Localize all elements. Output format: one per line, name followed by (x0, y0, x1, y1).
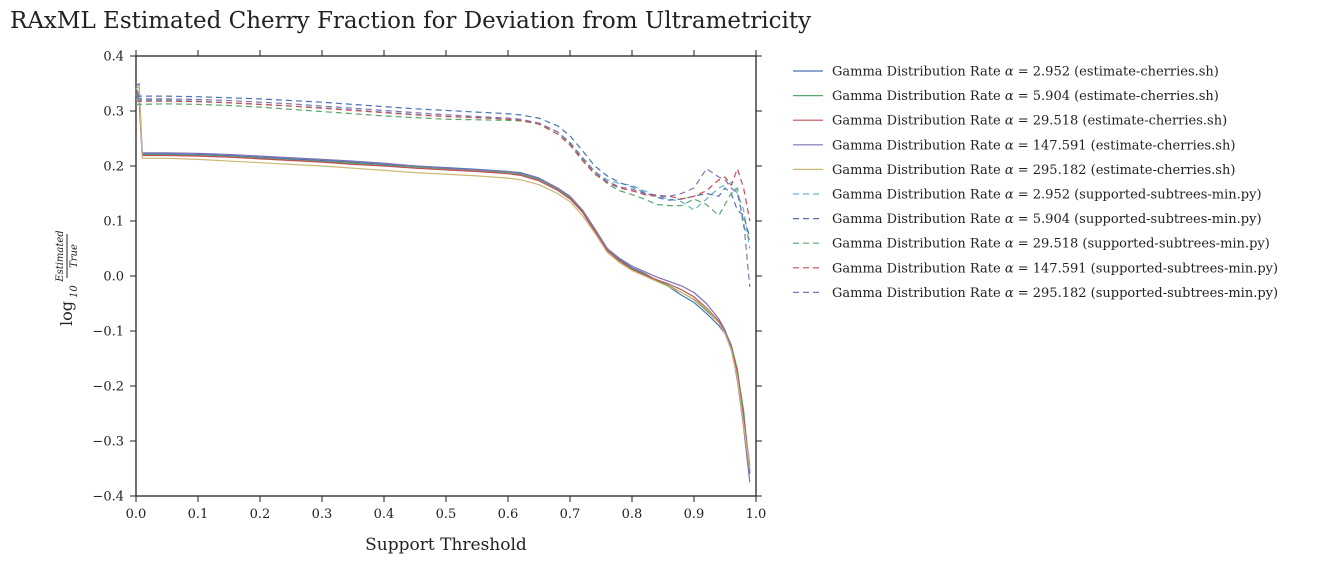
plot-frame (135, 55, 757, 497)
legend-label: Gamma Distribution Rate α = 5.904 (estim… (832, 89, 1219, 104)
y-axis: 0.4 0.3 0.2 0.1 0.0 −0.1 −0.2 −0.3 −0.4 (92, 50, 762, 505)
x-tick-label: 0.0 (126, 507, 147, 522)
x-tick-label: 0.5 (436, 507, 457, 522)
y-tick-label: −0.4 (92, 490, 124, 505)
series-line-9 (136, 100, 751, 222)
x-axis-label: Support Threshold (365, 535, 527, 555)
y-tick-label: −0.2 (92, 380, 124, 395)
series-layer (135, 82, 751, 483)
chart-title: RAxML Estimated Cherry Fraction for Devi… (10, 8, 811, 34)
legend-label: Gamma Distribution Rate α = 29.518 (supp… (832, 237, 1270, 252)
x-tick-label: 0.3 (312, 507, 333, 522)
x-tick-label: 0.1 (188, 507, 209, 522)
y-tick-label: 0.1 (103, 215, 124, 230)
y-axis-label: log 10 Estimated True (55, 230, 80, 326)
y-label-numerator: Estimated (55, 230, 66, 282)
legend-label: Gamma Distribution Rate α = 2.952 (suppo… (832, 188, 1262, 203)
x-tick-label: 0.8 (622, 507, 643, 522)
y-tick-label: −0.3 (92, 435, 124, 450)
x-tick-label: 0.6 (498, 507, 519, 522)
series-line-3 (135, 91, 751, 466)
y-tick-label: −0.1 (92, 325, 124, 340)
plot-area (135, 55, 757, 497)
x-axis: 0.0 0.1 0.2 0.3 0.4 0.5 0.6 0.7 0.8 0.9 1.0 (126, 50, 767, 522)
series-line-5 (135, 85, 751, 469)
series-line-4 (135, 82, 751, 483)
y-label-log: log (57, 301, 76, 326)
legend-label: Gamma Distribution Rate α = 2.952 (estim… (832, 65, 1219, 80)
legend-label: Gamma Distribution Rate α = 29.518 (esti… (832, 114, 1227, 129)
legend-label: Gamma Distribution Rate α = 295.182 (est… (832, 163, 1235, 178)
series-line-10 (136, 98, 751, 288)
y-tick-label: 0.4 (103, 50, 124, 65)
series-line-7 (136, 95, 751, 238)
legend-label: Gamma Distribution Rate α = 5.904 (suppo… (832, 212, 1262, 227)
x-tick-label: 1.0 (746, 507, 767, 522)
legend-label: Gamma Distribution Rate α = 147.591 (sup… (832, 261, 1278, 276)
x-tick-label: 0.9 (684, 507, 705, 522)
x-tick-label: 0.4 (374, 507, 395, 522)
legend-label: Gamma Distribution Rate α = 295.182 (sup… (832, 286, 1278, 301)
y-label-base: 10 (69, 285, 80, 298)
legend-label: Gamma Distribution Rate α = 147.591 (est… (832, 138, 1235, 153)
x-tick-label: 0.2 (250, 507, 271, 522)
legend: Gamma Distribution Rate α = 2.952 (estim… (793, 65, 1278, 301)
y-label-denominator: True (69, 244, 80, 268)
y-tick-label: 0.3 (103, 105, 124, 120)
series-line-8 (135, 103, 751, 241)
y-tick-label: 0.0 (103, 270, 124, 285)
x-tick-label: 0.7 (560, 507, 581, 522)
y-tick-label: 0.2 (103, 160, 124, 175)
